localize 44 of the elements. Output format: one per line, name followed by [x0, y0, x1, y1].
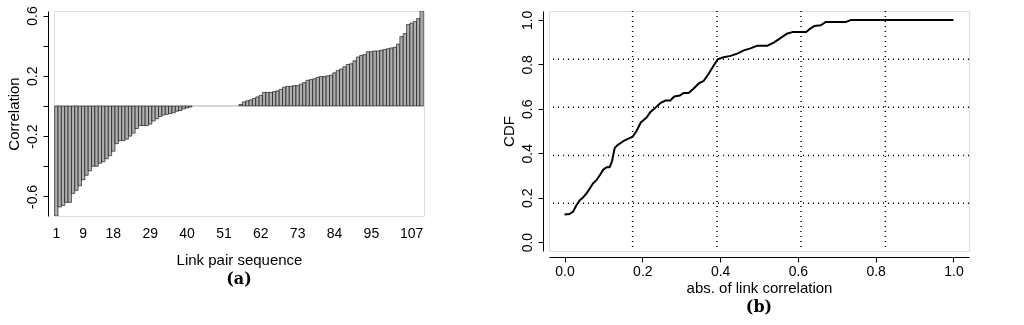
x-tick-label: 84 — [326, 224, 343, 241]
y-tick-label: -0.2 — [23, 124, 40, 149]
x-tick-label: 0.8 — [866, 262, 887, 279]
y-tick-label: 0.8 — [518, 54, 535, 75]
x-tick-label: 29 — [142, 224, 159, 241]
x-tick-label: 51 — [216, 224, 232, 241]
x-tick-label: 9 — [79, 224, 88, 241]
bar — [181, 105, 186, 110]
y-tick-label: 0.6 — [23, 6, 40, 26]
bar — [168, 105, 173, 114]
y-axis-title: Correlation — [4, 77, 22, 151]
x-tick-label: 73 — [289, 224, 306, 241]
x-tick-label: 107 — [399, 224, 424, 241]
bar — [77, 105, 82, 187]
x-tick-label: 0.4 — [710, 262, 731, 279]
bar — [178, 105, 183, 111]
text: (a) — [226, 269, 252, 288]
x-tick-label: 0.6 — [788, 262, 809, 279]
bar — [245, 100, 250, 107]
bar — [148, 105, 153, 125]
bar — [84, 105, 89, 176]
x-tick-label: 1 — [52, 224, 61, 241]
y-tick-label: 0.2 — [518, 188, 535, 208]
x-tick-label: 62 — [253, 224, 269, 241]
bar — [419, 11, 424, 107]
x-tick-label: 1.0 — [944, 262, 964, 279]
bar — [248, 99, 253, 107]
x-tick-label: 0.0 — [555, 262, 575, 279]
bar — [175, 105, 179, 112]
x-tick-label: 18 — [105, 224, 122, 241]
bar — [171, 105, 176, 114]
y-axis-title: CDF — [499, 116, 517, 147]
x-axis-title: Link pair sequence — [176, 250, 303, 268]
text: (b) — [745, 297, 773, 316]
x-axis-title: abs. of link correlation — [686, 278, 833, 296]
y-tick-label: -0.6 — [23, 184, 40, 209]
x-tick-label: 0.2 — [633, 262, 653, 279]
y-tick-label: 1.0 — [518, 10, 535, 31]
y-tick-label: 0.2 — [23, 66, 40, 87]
bar — [242, 101, 246, 107]
y-tick-label: 0.6 — [518, 99, 535, 120]
x-tick-label: 95 — [363, 224, 380, 241]
y-tick-label: 0.4 — [518, 143, 535, 164]
x-tick-label: 40 — [179, 224, 196, 241]
